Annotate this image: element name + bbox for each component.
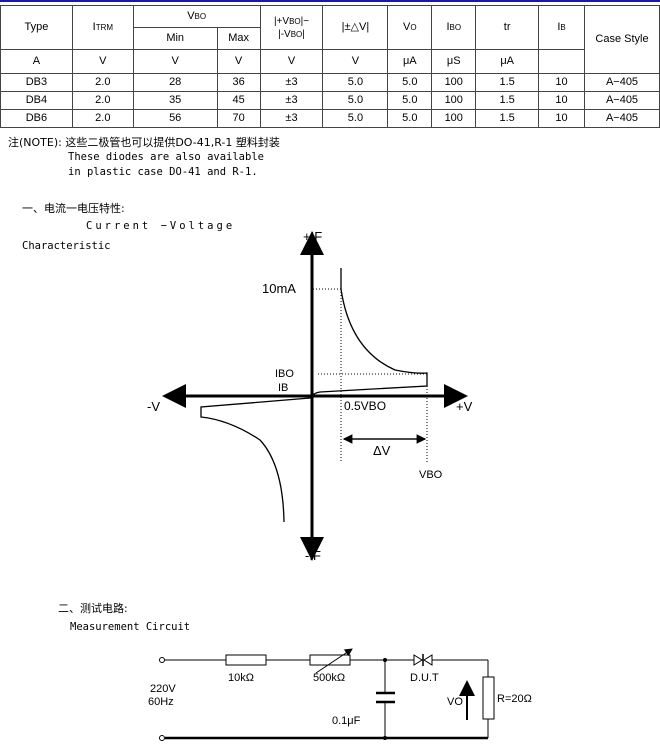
header-max: Max	[216, 27, 261, 50]
measurement-circuit	[159, 648, 495, 741]
label-half-vbo: 0.5VBO	[344, 399, 386, 413]
table-cell: ±3	[259, 109, 324, 128]
header-vbo-diff: |+VBO|− |-VBO|	[259, 5, 324, 50]
iv-title-2: Characteristic	[22, 240, 111, 252]
iv-heading: 一、电流一电压特性:	[22, 202, 125, 215]
table-cell: 2.0	[71, 109, 134, 128]
table-cell: 1.5	[475, 109, 540, 128]
label-10ma: 10mA	[262, 281, 296, 296]
label-ibo: IBO	[275, 368, 294, 380]
unit-cell: V	[71, 49, 134, 74]
table-cell: 10	[538, 109, 585, 128]
top-rule	[0, 0, 660, 2]
label-pv: +V	[456, 399, 473, 414]
table-cell: 1.5	[475, 73, 540, 92]
table-cell: 70	[216, 109, 261, 128]
table-cell: DB6	[0, 109, 73, 128]
label-60hz: 60Hz	[148, 696, 174, 708]
label-pif: +IF	[303, 229, 322, 244]
label-dut: D.U.T	[410, 672, 439, 684]
resistor-10k	[225, 654, 267, 666]
table-row: DB6 2.0 56 70 ±3 5.0 5.0 100 1.5 10 A−405	[0, 109, 660, 128]
note-en-1: These diodes are also available	[68, 151, 264, 163]
table-cell: A−405	[584, 109, 660, 128]
header-case: Case Style	[584, 5, 660, 74]
iv-characteristic	[162, 231, 468, 561]
header-type: Type	[0, 5, 73, 50]
header-itrm: ITRM	[71, 5, 134, 50]
circuit-title: Measurement Circuit	[70, 621, 191, 633]
label-500k: 500kΩ	[313, 672, 345, 684]
spec-table: Type ITRM VBO |+VBO|− |-VBO| |±△V| VO IBO…	[0, 5, 660, 128]
label-cap: 0.1μF	[332, 715, 361, 727]
table-cell: DB3	[0, 73, 73, 92]
header-tr: tr	[475, 5, 540, 50]
unit-cell: μA	[387, 49, 433, 74]
terminal-top	[159, 657, 165, 663]
table-cell: 1.5	[475, 91, 540, 110]
label-nv: -V	[147, 399, 160, 414]
header-vo: VO	[387, 5, 433, 50]
table-cell: DB4	[0, 91, 73, 110]
label-220v: 220V	[150, 683, 176, 695]
resistor-load	[482, 676, 495, 720]
header-delta-v: |±△V|	[322, 5, 389, 50]
forward-curve	[311, 268, 428, 397]
note-cn: 注(NOTE): 这些二极管也可以提供DO-41,R-1 塑料封装	[8, 136, 280, 149]
table-row: DB4 2.0 35 45 ±3 5.0 5.0 100 1.5 10 A−405	[0, 91, 660, 110]
label-ib: IB	[278, 382, 288, 394]
table-cell: 100	[431, 91, 477, 110]
table-cell: 5.0	[387, 91, 433, 110]
terminal-bottom	[159, 735, 165, 741]
label-nif: -IF	[305, 548, 321, 563]
label-vbo: VBO	[419, 469, 443, 481]
label-vo: VO	[447, 696, 463, 708]
unit-cell: μS	[431, 49, 477, 74]
iv-title-1: Current −Voltage	[86, 220, 236, 232]
header-ib: IB	[538, 5, 585, 50]
reverse-curve	[200, 395, 313, 523]
note-en-2: in plastic case DO-41 and R-1.	[68, 166, 258, 178]
table-cell: 5.0	[322, 109, 389, 128]
label-10k: 10kΩ	[228, 672, 254, 684]
label-rl: R=20Ω	[497, 693, 532, 705]
table-cell: 5.0	[387, 109, 433, 128]
header-ibo: IBO	[431, 5, 477, 50]
label-delta-v: ΔV	[373, 443, 391, 458]
circuit-heading: 二、测试电路:	[58, 602, 128, 615]
table-cell: 100	[431, 109, 477, 128]
